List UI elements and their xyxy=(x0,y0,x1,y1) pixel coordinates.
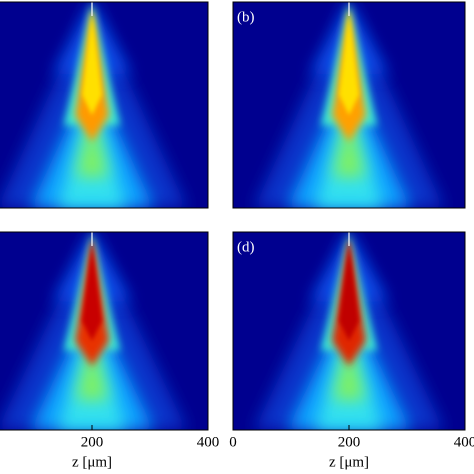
panel-frame xyxy=(0,1,209,209)
x-axis-label: z [μm] xyxy=(329,454,369,470)
core xyxy=(82,240,102,341)
panel-label: (d) xyxy=(237,239,255,255)
x-tick-label: 400 xyxy=(454,434,474,450)
core xyxy=(82,10,102,116)
panel xyxy=(0,2,208,208)
core xyxy=(339,10,359,116)
panel-label: (b) xyxy=(237,9,255,25)
panel xyxy=(233,2,465,208)
x-tick-label: 0 xyxy=(229,434,237,450)
x-axis-label: z [μm] xyxy=(72,454,112,470)
core xyxy=(339,240,359,341)
panel xyxy=(233,232,465,430)
panel xyxy=(0,232,208,430)
x-tick-label: 400 xyxy=(197,434,220,450)
x-tick-label: 200 xyxy=(81,434,104,450)
x-tick-label: 200 xyxy=(338,434,361,450)
panel-frame xyxy=(232,1,466,209)
